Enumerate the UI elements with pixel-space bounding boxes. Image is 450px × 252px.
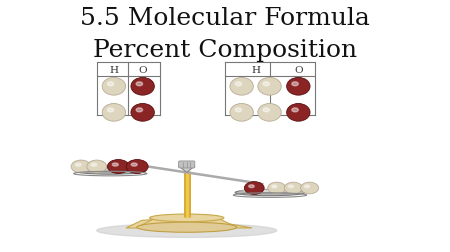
- Polygon shape: [179, 166, 195, 173]
- Text: H: H: [109, 66, 118, 75]
- Ellipse shape: [87, 161, 107, 173]
- Text: Percent Composition: Percent Composition: [93, 39, 357, 62]
- Ellipse shape: [258, 104, 281, 122]
- Ellipse shape: [272, 185, 277, 188]
- Ellipse shape: [268, 182, 286, 194]
- Ellipse shape: [108, 160, 129, 174]
- Ellipse shape: [287, 104, 310, 122]
- Ellipse shape: [126, 160, 148, 174]
- Ellipse shape: [136, 108, 143, 112]
- Ellipse shape: [235, 190, 305, 196]
- Ellipse shape: [136, 82, 143, 86]
- Polygon shape: [126, 218, 252, 228]
- Polygon shape: [137, 217, 236, 227]
- Ellipse shape: [76, 168, 145, 174]
- Ellipse shape: [263, 82, 270, 86]
- Ellipse shape: [230, 104, 253, 122]
- Ellipse shape: [71, 161, 91, 173]
- Ellipse shape: [238, 190, 302, 193]
- Text: H: H: [251, 66, 260, 75]
- Ellipse shape: [263, 108, 270, 112]
- Text: 5.5 Molecular Formula: 5.5 Molecular Formula: [80, 8, 370, 30]
- Ellipse shape: [102, 78, 126, 96]
- Ellipse shape: [102, 104, 126, 122]
- Ellipse shape: [88, 171, 133, 173]
- Ellipse shape: [301, 182, 319, 194]
- Ellipse shape: [131, 104, 154, 122]
- Ellipse shape: [97, 224, 277, 237]
- Ellipse shape: [108, 82, 114, 86]
- Ellipse shape: [284, 182, 302, 194]
- Ellipse shape: [235, 82, 242, 86]
- Ellipse shape: [244, 182, 264, 195]
- Ellipse shape: [235, 108, 242, 112]
- Ellipse shape: [249, 185, 254, 188]
- Ellipse shape: [149, 214, 224, 222]
- Ellipse shape: [76, 164, 81, 167]
- Ellipse shape: [131, 163, 137, 166]
- Ellipse shape: [292, 82, 298, 86]
- Ellipse shape: [288, 185, 293, 188]
- Ellipse shape: [292, 108, 298, 112]
- Ellipse shape: [112, 163, 118, 166]
- Ellipse shape: [131, 78, 154, 96]
- Ellipse shape: [79, 168, 142, 171]
- Text: O: O: [294, 66, 303, 75]
- Ellipse shape: [305, 185, 310, 188]
- Ellipse shape: [248, 192, 292, 195]
- FancyBboxPatch shape: [179, 161, 195, 168]
- Text: O: O: [138, 66, 147, 75]
- Ellipse shape: [108, 108, 114, 112]
- Ellipse shape: [91, 164, 97, 167]
- Ellipse shape: [230, 78, 253, 96]
- Ellipse shape: [287, 78, 310, 96]
- Ellipse shape: [258, 78, 281, 96]
- Ellipse shape: [137, 222, 237, 232]
